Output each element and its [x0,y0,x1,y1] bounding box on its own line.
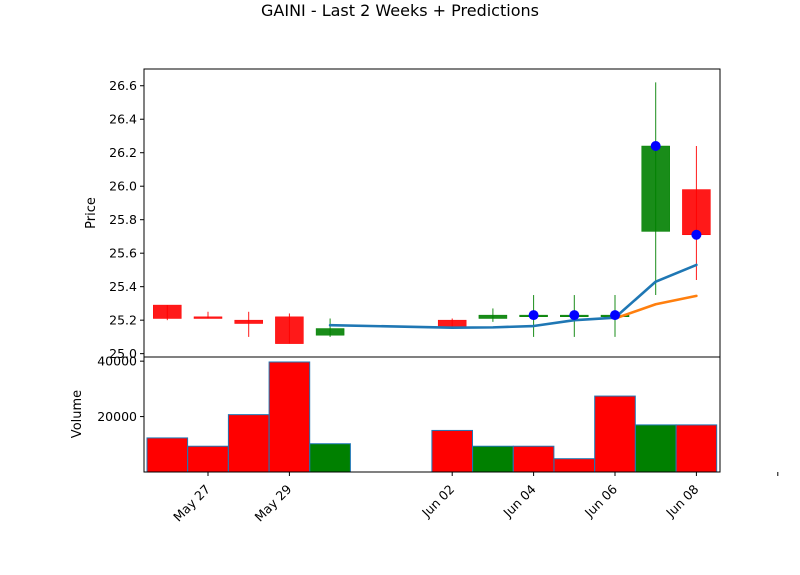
volume-y-ticks: 20000 40000 [97,354,144,424]
candle-body [234,319,263,324]
price-panel: 25.0 25.2 25.4 25.6 25.8 26.0 26.2 26.4 26.6 Pri… [84,68,721,361]
series-line-blue [328,263,698,329]
volume-y-axis-title: Volume [70,390,85,438]
candle-body [193,316,223,319]
volume-bar [431,429,473,473]
candle-body [437,319,467,328]
candle-body [275,316,304,344]
volume-bar [268,361,311,473]
volume-bar [187,445,229,473]
volume-y-tick-label: 40000 [97,354,137,369]
prediction-point [691,229,702,240]
price-y-tick-label: 25.4 [109,279,137,294]
candle-body [315,328,345,336]
volume-y-tick-label: 20000 [97,409,137,424]
price-plot-area [144,69,720,357]
price-y-tick-label: 25.0 [109,346,137,361]
chart-title: GAINI - Last 2 Weeks + Predictions [261,1,539,20]
volume-bar [675,424,718,473]
volume-bar [309,443,351,473]
price-y-tick-label: 26.0 [109,179,137,194]
series-line-orange [613,294,698,320]
prediction-points [528,141,702,321]
price-y-tick-label: 25.2 [109,313,137,328]
volume-bar [227,414,270,473]
prediction-point [528,310,539,321]
price-y-axis-title: Price [84,197,99,229]
volume-bar [634,424,677,473]
volume-bar [512,445,555,473]
volume-bar [472,445,514,473]
prediction-point [650,141,661,152]
volume-bar [146,437,189,473]
volume-bars [146,361,718,473]
volume-bar [594,395,636,473]
price-y-tick-label: 26.4 [109,112,137,127]
series-lines [328,263,698,329]
candle-body [682,189,711,236]
volume-bar [553,458,596,473]
candle-body [153,304,182,319]
candle-body [478,314,508,319]
price-y-tick-label: 26.2 [109,145,137,160]
candlesticks [153,82,711,344]
prediction-point [610,310,620,321]
prediction-point [569,310,580,321]
volume-axes-frame [143,356,721,473]
price-y-ticks: 25.0 25.2 25.4 25.6 25.8 26.0 26.2 26.4 26.6 [109,78,144,361]
price-y-tick-label: 25.6 [109,246,137,261]
price-y-tick-label: 25.8 [109,212,137,227]
price-y-tick-label: 26.6 [109,78,137,93]
candle-body [641,145,670,232]
